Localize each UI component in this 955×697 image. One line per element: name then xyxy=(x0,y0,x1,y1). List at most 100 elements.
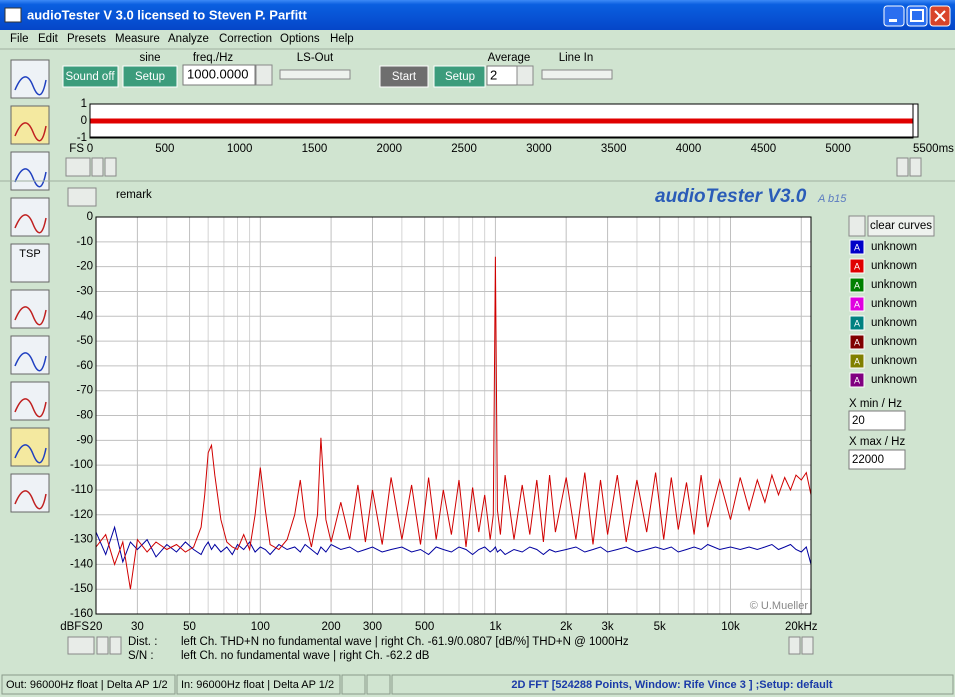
tool-glyph xyxy=(14,168,47,188)
tool-button[interactable] xyxy=(10,243,50,283)
tool-glyph xyxy=(14,490,47,510)
y-axis-unit: dBFS xyxy=(60,621,89,633)
ls-out-slider[interactable] xyxy=(279,69,351,80)
curve-swatch[interactable] xyxy=(849,239,865,255)
generator-setup-button[interactable]: Setup xyxy=(122,65,178,88)
menu-item[interactable]: Options xyxy=(280,33,320,45)
menu-item[interactable]: Presets xyxy=(67,33,106,45)
x-tick-label: 2500 xyxy=(451,143,477,155)
curve-swatch[interactable] xyxy=(849,315,865,331)
curve-name: unknown xyxy=(871,241,917,253)
series-line xyxy=(95,525,812,565)
x-tick-label: 200 xyxy=(321,621,340,633)
curve-mark: A xyxy=(854,375,860,385)
time-scroll-left[interactable] xyxy=(91,157,104,177)
curve-swatch[interactable] xyxy=(849,258,865,274)
time-scroll-left-end[interactable] xyxy=(896,157,909,177)
status-out-box xyxy=(1,674,176,695)
curve-mark: A xyxy=(854,242,860,252)
curve-name: unknown xyxy=(871,336,917,348)
y-tick-label: -100 xyxy=(70,459,93,471)
maximize-glyph xyxy=(910,9,924,22)
title-bar xyxy=(0,0,955,30)
spectrum-scroll-right[interactable] xyxy=(109,636,122,655)
menu-item[interactable]: Analyze xyxy=(168,33,209,45)
input-setup-button[interactable]: Setup xyxy=(433,65,486,88)
status-out: Out: 96000Hz float | Delta AP 1/2 xyxy=(6,679,168,691)
button-face[interactable] xyxy=(379,65,429,88)
button-label: Setup xyxy=(135,71,165,83)
clear-curves-button[interactable] xyxy=(867,215,935,237)
curve-swatch[interactable] xyxy=(849,353,865,369)
start-button[interactable]: Start xyxy=(379,65,429,88)
y-tick-label: -110 xyxy=(71,484,93,496)
sound-off-button[interactable]: Sound off xyxy=(62,65,119,88)
x-tick-label: 5500ms xyxy=(913,143,954,155)
button-face[interactable] xyxy=(62,65,119,88)
line-in-slider[interactable] xyxy=(541,69,613,80)
button-face[interactable] xyxy=(433,65,486,88)
menu-item[interactable]: Correction xyxy=(219,33,272,45)
xmin-value: 20 xyxy=(852,415,865,427)
curve-mark: A xyxy=(854,299,860,309)
remark-spin[interactable] xyxy=(67,187,97,207)
curve-name: unknown xyxy=(871,279,917,291)
brand-label: audioTester V3.0 xyxy=(655,186,807,207)
time-zoom-spin[interactable] xyxy=(65,157,91,177)
tool-glyph xyxy=(14,398,47,418)
x-tick-label: 10k xyxy=(721,621,740,633)
y-tick-label: 0 xyxy=(87,211,93,223)
x-tick-label: 4000 xyxy=(676,143,702,155)
x-tick-label: 5000 xyxy=(825,143,851,155)
x-tick-label: 1500 xyxy=(302,143,328,155)
spectrum-scroll-right-end[interactable] xyxy=(801,636,814,655)
spectrum-scroll-left[interactable] xyxy=(96,636,109,655)
menu-item[interactable]: Measure xyxy=(115,33,160,45)
status-in: In: 96000Hz float | Delta AP 1/2 xyxy=(181,679,334,691)
freq-label: freq./Hz xyxy=(193,52,234,64)
menu-item[interactable]: File xyxy=(10,33,29,45)
dist-text: left Ch. THD+N no fundamental wave | rig… xyxy=(181,636,629,648)
xmax-input[interactable] xyxy=(848,449,906,470)
y-tick-label: 0 xyxy=(81,115,87,127)
x-tick-label: 4500 xyxy=(751,143,777,155)
x-tick-label: 3500 xyxy=(601,143,627,155)
y-tick-label: -70 xyxy=(76,385,93,397)
button-label: Sound off xyxy=(65,71,115,83)
curve-mark: A xyxy=(854,261,860,271)
button-face[interactable] xyxy=(122,65,178,88)
freq-value: 1000.0000 xyxy=(187,66,248,81)
y-tick-label: -80 xyxy=(76,410,93,422)
time-scroll-right-end[interactable] xyxy=(909,157,922,177)
ls-out-label: LS-Out xyxy=(297,52,334,64)
spectrum-scroll-left-end[interactable] xyxy=(788,636,801,655)
tool-glyph xyxy=(14,352,47,372)
readout-spin[interactable] xyxy=(67,636,95,655)
clear-curves-label: clear curves xyxy=(870,220,932,232)
y-axis-unit: FS xyxy=(69,143,84,155)
freq-spin[interactable] xyxy=(255,64,273,86)
minimize-button[interactable] xyxy=(883,5,905,27)
curve-mark: A xyxy=(854,280,860,290)
curve-name: unknown xyxy=(871,355,917,367)
y-tick-label: -140 xyxy=(70,558,93,570)
y-tick-label: -20 xyxy=(76,261,93,273)
menu-item[interactable]: Edit xyxy=(38,33,59,45)
generator-label: sine xyxy=(139,52,160,64)
button-label: Setup xyxy=(445,71,475,83)
curve-swatch[interactable] xyxy=(849,277,865,293)
freq-input[interactable] xyxy=(182,64,256,86)
average-spin[interactable] xyxy=(516,65,534,86)
curve-swatch[interactable] xyxy=(849,372,865,388)
curves-spin[interactable] xyxy=(848,215,866,237)
time-scroll-right[interactable] xyxy=(104,157,117,177)
menu-item[interactable]: Help xyxy=(330,33,354,45)
curve-swatch[interactable] xyxy=(849,296,865,312)
y-tick-label: 1 xyxy=(81,98,87,110)
curve-swatch[interactable] xyxy=(849,334,865,350)
xmin-input[interactable] xyxy=(848,410,906,431)
y-tick-label: -160 xyxy=(70,608,93,620)
x-tick-label: 1k xyxy=(489,621,501,633)
